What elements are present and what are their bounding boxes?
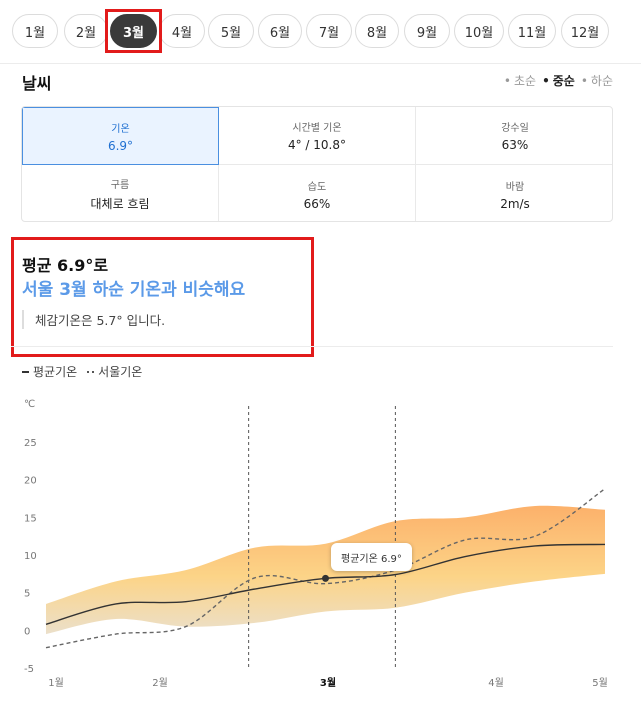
x-tick-label: 5월 [592,677,608,689]
month-pill[interactable]: 7월 [306,14,352,48]
summary-highlight [11,237,314,357]
series-line-seoul [45,488,606,649]
stat-value: 66% [303,196,331,211]
summary-feels-like: 체감기온은 5.7° 입니다. [22,310,165,329]
x-tick-label: 2월 [152,677,168,689]
weather-stats-grid: 기온 6.9° 시간별 기온 4° / 10.8° 강수일 63% 구름 대체로… [21,106,613,222]
y-axis-unit: ℃ [24,399,35,410]
current-point-marker [322,574,329,582]
stat-rain-days[interactable]: 강수일 63% [416,107,612,165]
legend-label: 서울기온 [98,365,143,379]
period-tab-mid[interactable]: 중순 [542,72,575,89]
y-tick-label: 5 [24,589,30,600]
stat-value: 2m/s [500,196,530,211]
period-tab-early[interactable]: 초순 [504,72,536,89]
legend-item-avg: 평균기온 [22,363,77,380]
month-pill[interactable]: 8월 [355,14,399,48]
section-title: 날씨 [22,74,52,93]
month-pill[interactable]: 12월 [561,14,609,48]
month-pill[interactable]: 4월 [159,14,205,48]
stat-label: 구름 [110,180,130,191]
month-pill[interactable]: 10월 [454,14,504,48]
stat-value: 대체로 흐림 [90,197,150,211]
month-pill[interactable]: 11월 [508,14,556,48]
stat-label: 습도 [307,181,327,193]
stat-value: 6.9° [107,138,134,153]
chart-legend: 평균기온 서울기온 [22,363,142,380]
month-pill[interactable]: 2월 [64,14,108,48]
y-tick-label: -5 [24,664,34,675]
temperature-range-band [46,505,605,635]
stat-value: 63% [501,138,529,152]
stat-wind[interactable]: 바람 2m/s [416,165,612,221]
summary-average: 평균 6.9°로 [22,256,109,275]
stat-label: 시간별 기온 [292,123,342,134]
y-tick-label: 25 [24,438,37,449]
solid-line-icon [22,370,29,373]
y-tick-label: 15 [24,513,37,524]
summary-comparison: 서울 3월 하순 기온과 비슷해요 [22,280,246,300]
temperature-chart: 25 20 15 10 5 0 -5 ℃ 1월 2월 3월 4월 5월 [24,399,608,689]
y-tick-label: 10 [24,551,37,562]
period-tabs: 초순 중순 하순 [504,72,613,89]
month-pill[interactable]: 1월 [12,14,58,48]
month-pill[interactable]: 9월 [404,14,450,48]
stat-cloud[interactable]: 구름 대체로 흐림 [22,165,219,221]
month-pill[interactable]: 3월 [110,14,157,48]
divider [11,346,613,347]
month-pill[interactable]: 5월 [208,14,254,48]
stat-hourly-temp[interactable]: 시간별 기온 4° / 10.8° [219,107,416,165]
stat-label: 바람 [505,181,525,193]
legend-item-seoul: 서울기온 [87,363,142,380]
month-pill[interactable]: 6월 [258,14,302,48]
y-tick-label: 0 [24,626,30,637]
stat-temperature[interactable]: 기온 6.9° [22,107,219,165]
month-selector: 1월 2월 3월 4월 5월 6월 7월 8월 9월 10월 11월 12월 [0,0,641,64]
stat-label: 강수일 [501,123,529,134]
selected-month-highlight [105,9,162,53]
stat-humidity[interactable]: 습도 66% [219,165,416,221]
stat-label: 기온 [111,123,130,135]
period-tab-late[interactable]: 하순 [581,72,613,89]
dashed-line-icon [87,370,95,373]
legend-label: 평균기온 [33,365,78,379]
x-tick-label: 3월 [320,677,336,689]
y-tick-label: 20 [24,476,37,487]
stat-value: 4° / 10.8° [287,138,347,152]
x-tick-label: 4월 [488,677,504,689]
x-tick-label: 1월 [48,677,64,689]
chart-tooltip: 평균기온 6.9° [331,543,412,571]
